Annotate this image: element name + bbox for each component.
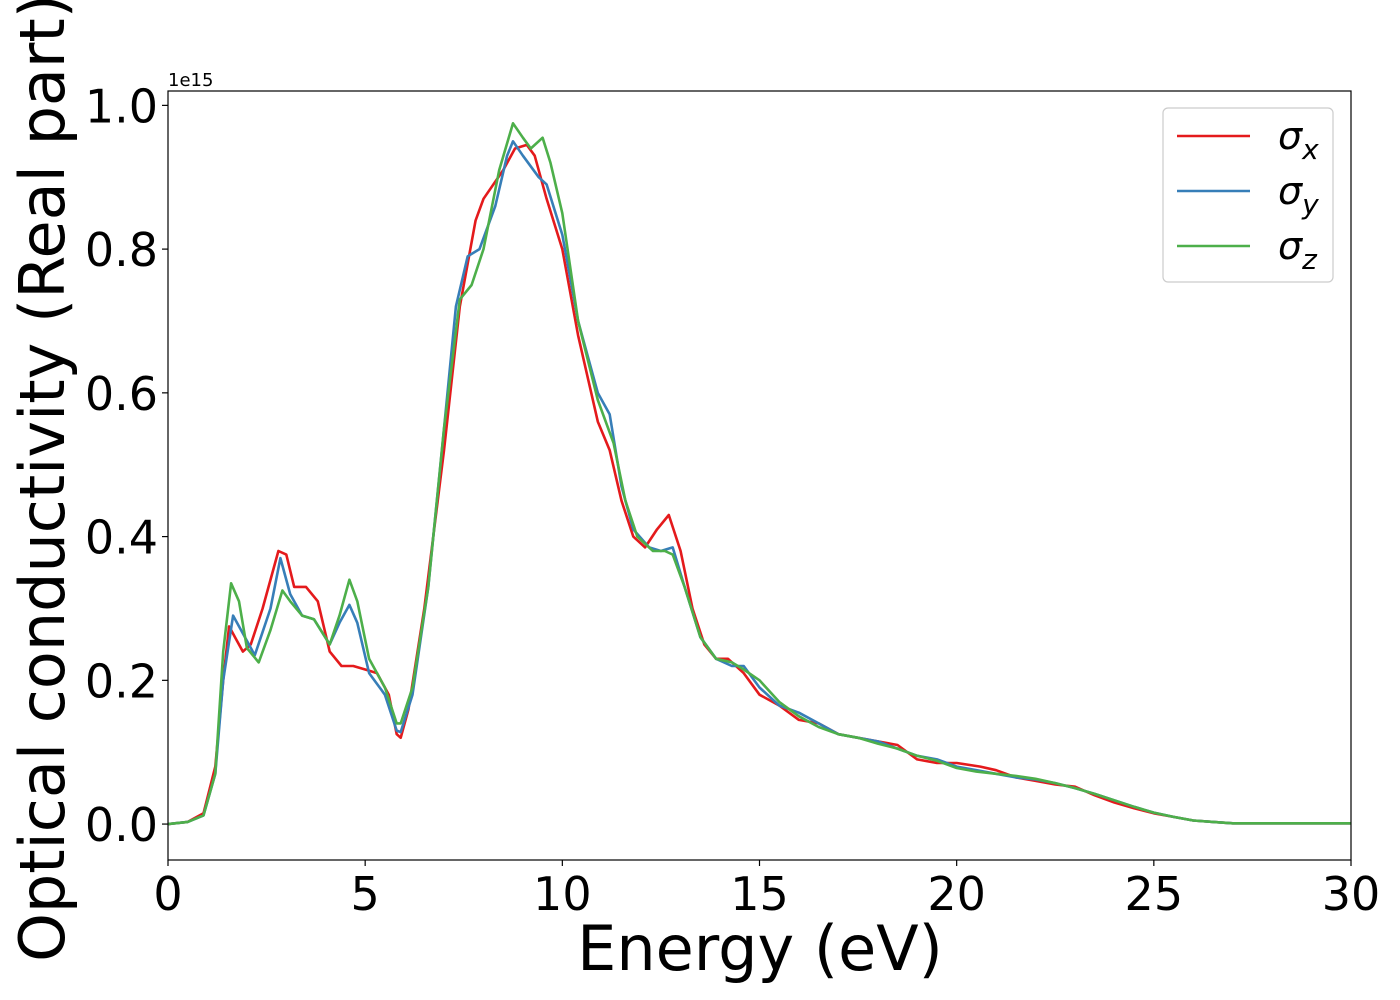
x-tick-label: 15 — [730, 867, 789, 921]
x-tick-label: 10 — [533, 867, 592, 921]
y-tick-label: 0.6 — [85, 367, 158, 421]
y-axis-title: Optical conductivity (Real part) — [6, 0, 79, 962]
x-tick-label: 20 — [927, 867, 986, 921]
x-tick-label: 0 — [153, 867, 182, 921]
series-line-z — [168, 122, 1351, 826]
y-tick-label: 0.4 — [85, 511, 158, 565]
x-tick-label: 5 — [351, 867, 380, 921]
y-tick-label: 0.0 — [85, 798, 158, 852]
axes-layer: 0 5 10 15 20 25 30 0.0 0.2 0.4 0.6 0.8 1.0 — [85, 79, 1380, 921]
y-tick-label: 0.8 — [85, 223, 158, 277]
x-tick-label: 25 — [1125, 867, 1184, 921]
x-tick-label: 30 — [1322, 867, 1381, 921]
x-axis-title: Energy (eV) — [577, 912, 943, 985]
y-tick-label: 1.0 — [85, 79, 158, 133]
series-layer — [168, 122, 1351, 826]
legend-frame — [1162, 107, 1334, 283]
y-offset-label: 1e15 — [168, 70, 213, 91]
y-tick-label: 0.2 — [85, 654, 158, 708]
